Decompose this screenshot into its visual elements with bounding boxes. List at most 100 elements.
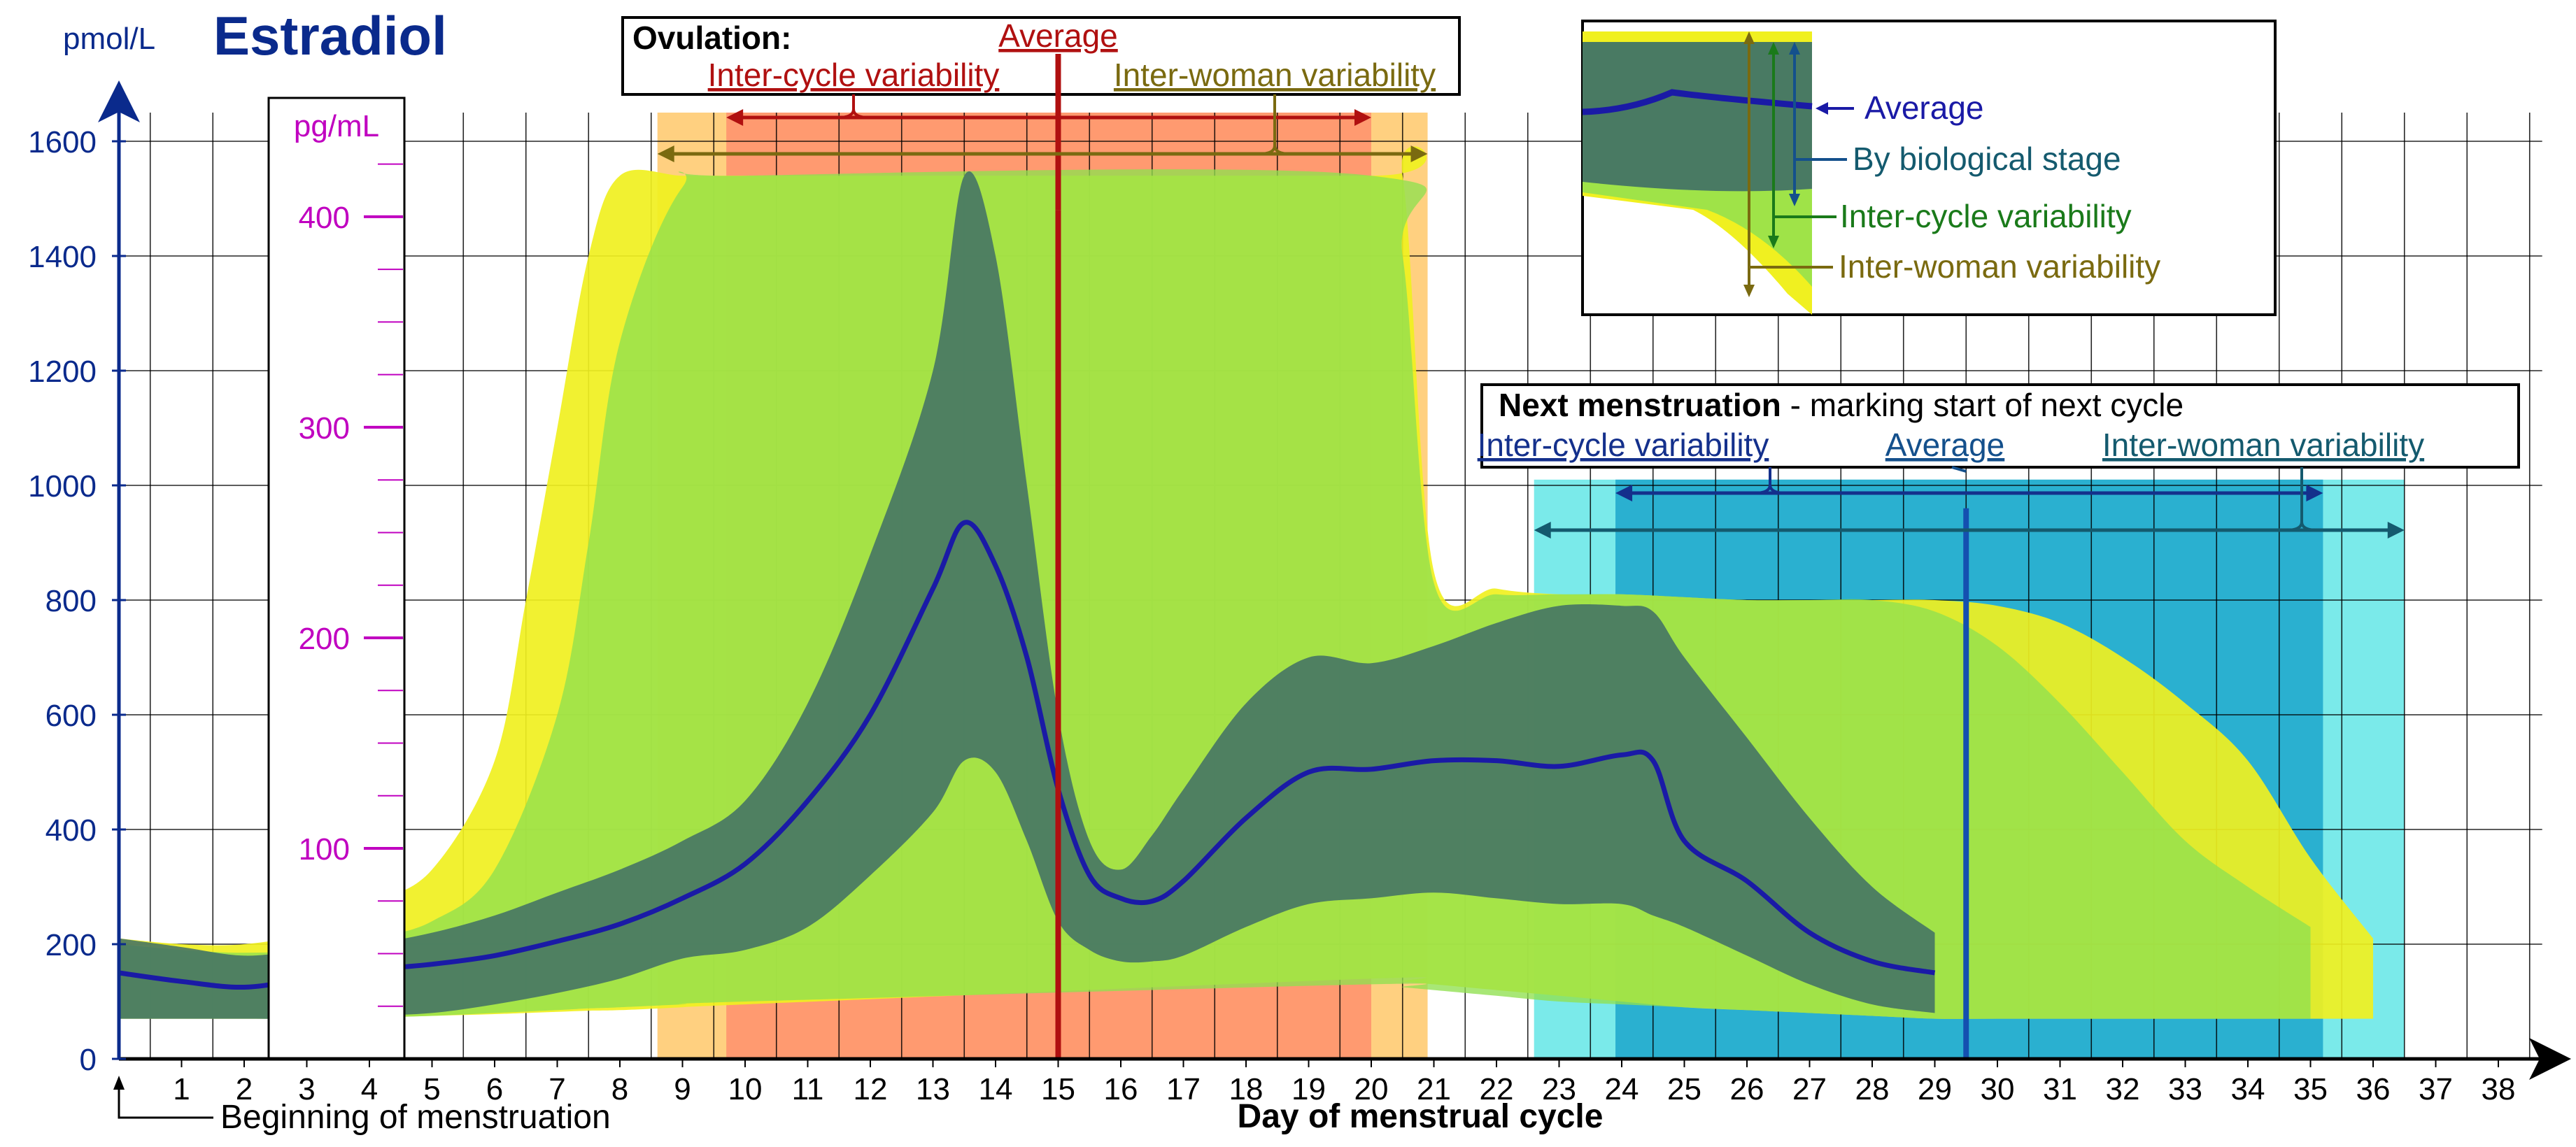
x-axis-tick-label: 34 xyxy=(2231,1072,2265,1106)
x-axis-tick-label: 28 xyxy=(1855,1072,1890,1106)
legend-by-stage-arrow-top xyxy=(1789,42,1800,55)
x-axis-tick-label: 35 xyxy=(2293,1072,2328,1106)
y-axis-tick-label: 1200 xyxy=(28,355,97,389)
legend-inter-cycle-arrow-top xyxy=(1768,42,1779,55)
legend-inter-cycle-pointer xyxy=(1772,187,1837,218)
ovulation-box xyxy=(621,16,1461,96)
menstruation-inter-woman-label: Inter-woman variability xyxy=(2102,427,2424,463)
secondary-axis-tick-label: 400 xyxy=(299,201,350,235)
menstruation-inter-cycle-arrow-arrow-left xyxy=(1615,485,1633,501)
x-axis-tick-label: 25 xyxy=(1667,1072,1701,1106)
average-line xyxy=(118,520,1936,990)
x-axis-tick-label: 4 xyxy=(361,1072,378,1106)
x-axis-tick-label: 5 xyxy=(423,1072,440,1106)
beginning-menstruation-arrow xyxy=(113,1076,125,1090)
x-axis-tick-label: 20 xyxy=(1354,1072,1389,1106)
y-axis-tick-label: 0 xyxy=(80,1043,97,1077)
y-axis-tick-label: 600 xyxy=(45,699,97,733)
menstruation-inter-cycle-bracket-r xyxy=(1769,484,1786,494)
legend-by-stage-label: By biological stage xyxy=(1853,141,2121,177)
beginning-menstruation-bracket xyxy=(118,1080,213,1119)
x-axis-tick-label: 17 xyxy=(1166,1072,1201,1106)
x-axis-tick-label: 37 xyxy=(2419,1072,2453,1106)
legend-inter-woman-pointer xyxy=(1748,238,1833,269)
x-axis-tick-label: 9 xyxy=(674,1072,691,1106)
legend-average-label: Average xyxy=(1864,90,1984,126)
x-axis-tick-label: 16 xyxy=(1104,1072,1138,1106)
x-axis-tick-label: 14 xyxy=(979,1072,1013,1106)
x-axis-tick-label: 29 xyxy=(1918,1072,1952,1106)
x-axis-tick-label: 23 xyxy=(1542,1072,1576,1106)
ovulation-inter-cycle-bracket-r xyxy=(852,108,870,119)
next-menstruation-title: Next menstruation - marking start of nex… xyxy=(1499,387,2184,423)
menstruation-average-connector xyxy=(1951,466,1967,473)
menstruation-inter-woman-arrow-arrow-left xyxy=(1534,522,1551,539)
legend-inter-woman-arrow-bottom xyxy=(1743,285,1755,297)
menstruation-average-label: Average xyxy=(1885,427,2005,463)
ovulation-inter-cycle-label: Inter-cycle variability xyxy=(708,57,1000,93)
pg-ml-axis-panel xyxy=(267,97,406,1060)
legend-by-stage-pointer xyxy=(1793,124,1847,161)
x-axis-tick-label: 27 xyxy=(1792,1072,1827,1106)
x-axis-tick-label: 31 xyxy=(2043,1072,2077,1106)
legend-by-stage-arrow-bottom xyxy=(1789,194,1800,206)
menstruation-inter-woman-bracket-r xyxy=(2300,521,2318,532)
x-axis-tick-label: 3 xyxy=(298,1072,315,1106)
x-axis-tick-label: 2 xyxy=(236,1072,253,1106)
x-axis-tick-label: 10 xyxy=(728,1072,763,1106)
x-axis-label: Day of menstrual cycle xyxy=(1238,1098,1604,1135)
y-axis-tick-label: 800 xyxy=(45,584,97,618)
secondary-axis-label: pg/mL xyxy=(294,109,379,143)
ovulation-title: Ovulation: xyxy=(632,20,791,56)
ovulation-inter-woman-bracket-r xyxy=(1273,145,1291,155)
chart-title: Estradiol xyxy=(213,5,447,66)
beginning-menstruation-label: Beginning of menstruation xyxy=(220,1099,611,1136)
y-axis-tick-label: 200 xyxy=(45,928,97,962)
next-menstruation-subtitle: - marking start of next cycle xyxy=(1781,387,2184,423)
secondary-axis-tick-label: 100 xyxy=(299,832,350,867)
secondary-axis-tick-label: 200 xyxy=(299,622,350,656)
ovulation-average-label: Average xyxy=(998,17,1118,54)
x-axis-tick-label: 1 xyxy=(173,1072,190,1106)
x-axis-tick-label: 15 xyxy=(1041,1072,1075,1106)
x-axis-tick-label: 22 xyxy=(1480,1072,1514,1106)
y-axis-tick-label: 400 xyxy=(45,813,97,848)
x-axis-tick-label: 18 xyxy=(1229,1072,1264,1106)
legend-inter-cycle-arrow-bottom xyxy=(1768,236,1779,248)
x-axis-tick-label: 12 xyxy=(854,1072,888,1106)
x-axis-tick-label: 38 xyxy=(2482,1072,2516,1106)
x-axis-tick-label: 30 xyxy=(1981,1072,2015,1106)
legend-by-stage-swatch xyxy=(1583,42,1812,192)
x-axis-tick-label: 21 xyxy=(1417,1072,1451,1106)
x-axis-tick-label: 7 xyxy=(549,1072,565,1106)
legend-average-line xyxy=(1582,89,1813,115)
ovulation-inter-woman-arrow-arrow-right xyxy=(1410,145,1428,162)
ovulation-inter-woman-arrow-arrow-left xyxy=(657,145,674,162)
x-axis-tick-label: 32 xyxy=(2106,1072,2140,1106)
y-axis-tick-label: 1000 xyxy=(28,469,97,504)
legend-inter-cycle-label: Inter-cycle variability xyxy=(1840,198,2132,234)
y-axis-label: pmol/L xyxy=(63,22,155,56)
y-axis-tick-label: 1400 xyxy=(28,240,97,274)
menstruation-inter-woman-arrow-arrow-right xyxy=(2387,522,2405,539)
secondary-axis-tick-label: 300 xyxy=(299,411,350,446)
x-axis-tick-label: 26 xyxy=(1730,1072,1764,1106)
next-menstruation-title-bold: Next menstruation xyxy=(1499,387,1781,423)
x-axis-tick-label: 36 xyxy=(2356,1072,2391,1106)
x-axis-tick-label: 13 xyxy=(916,1072,950,1106)
menstruation-inter-cycle-arrow-arrow-right xyxy=(2306,485,2323,501)
x-axis-tick-label: 19 xyxy=(1291,1072,1326,1106)
ovulation-inter-woman-label: Inter-woman variability xyxy=(1114,57,1436,93)
legend-average-pointer-head xyxy=(1816,102,1828,115)
x-axis-tick-label: 8 xyxy=(611,1072,628,1106)
menstruation-inter-cycle-label: Inter-cycle variability xyxy=(1478,427,1769,463)
legend-inter-woman-label: Inter-woman variability xyxy=(1839,248,2160,285)
x-axis-tick-label: 6 xyxy=(486,1072,503,1106)
by-biological-stage-band xyxy=(119,171,1935,1019)
next-menstruation-box xyxy=(1480,383,2520,469)
x-axis-tick-label: 11 xyxy=(792,1072,824,1106)
legend-inter-woman-arrow-top xyxy=(1743,31,1755,44)
x-axis-tick-label: 33 xyxy=(2168,1072,2202,1106)
ovulation-inter-cycle-arrow-arrow-right xyxy=(1354,109,1371,126)
